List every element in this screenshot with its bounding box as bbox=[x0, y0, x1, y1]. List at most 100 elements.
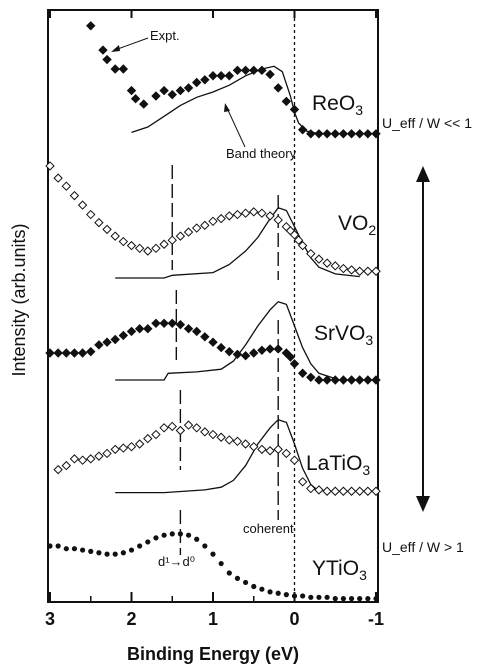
point-latio3 bbox=[53, 464, 63, 475]
point-reo3 bbox=[289, 104, 300, 115]
point-latio3 bbox=[314, 485, 324, 495]
point-vo2 bbox=[151, 243, 161, 254]
point-reo3 bbox=[130, 93, 141, 104]
point-ytio3 bbox=[153, 535, 159, 541]
point-vo2 bbox=[200, 220, 210, 231]
x-tick-label: 1 bbox=[208, 609, 218, 629]
point-ytio3 bbox=[348, 596, 355, 602]
point-latio3 bbox=[134, 439, 145, 449]
point-latio3 bbox=[257, 444, 267, 455]
point-vo2 bbox=[159, 239, 169, 249]
point-srvo3 bbox=[126, 326, 137, 337]
point-reo3 bbox=[273, 83, 283, 93]
point-srvo3 bbox=[143, 323, 153, 334]
point-srvo3 bbox=[371, 375, 381, 385]
point-srvo3 bbox=[322, 375, 332, 385]
point-vo2 bbox=[322, 258, 332, 268]
point-ytio3 bbox=[357, 596, 363, 602]
point-reo3 bbox=[232, 65, 243, 76]
point-reo3 bbox=[191, 77, 202, 88]
annotations: Expt. Band theory coherent d¹→d⁰ bbox=[111, 28, 297, 569]
point-latio3 bbox=[77, 455, 88, 465]
point-vo2 bbox=[45, 161, 55, 171]
point-vo2 bbox=[249, 207, 259, 217]
point-latio3 bbox=[232, 436, 243, 447]
point-ytio3 bbox=[291, 593, 298, 599]
point-srvo3 bbox=[346, 375, 357, 385]
x-tick-label: 3 bbox=[45, 609, 55, 629]
point-srvo3 bbox=[118, 330, 129, 341]
point-reo3 bbox=[346, 129, 357, 139]
point-vo2 bbox=[175, 231, 186, 241]
point-latio3 bbox=[183, 420, 194, 430]
expt-arrowhead-icon bbox=[111, 45, 120, 52]
point-reo3 bbox=[139, 99, 149, 109]
point-ytio3 bbox=[185, 532, 192, 538]
expt-arrow bbox=[114, 37, 149, 51]
y-axis-label: Intensity (arb.units) bbox=[9, 223, 29, 376]
point-reo3 bbox=[216, 71, 226, 81]
point-srvo3 bbox=[159, 318, 169, 329]
point-ytio3 bbox=[332, 596, 338, 602]
point-ytio3 bbox=[120, 550, 126, 556]
point-ytio3 bbox=[340, 596, 346, 602]
point-srvo3 bbox=[224, 346, 235, 357]
point-vo2 bbox=[306, 248, 316, 259]
point-vo2 bbox=[53, 173, 63, 183]
band-theory-arrowhead-icon bbox=[224, 103, 230, 112]
point-reo3 bbox=[314, 129, 324, 139]
point-srvo3 bbox=[265, 344, 275, 354]
point-reo3 bbox=[371, 129, 381, 139]
point-srvo3 bbox=[175, 319, 186, 330]
point-srvo3 bbox=[306, 372, 316, 383]
ueff-bottom-label: U_eff / W > 1 bbox=[382, 539, 464, 555]
point-reo3 bbox=[183, 83, 194, 93]
point-latio3 bbox=[297, 477, 308, 487]
point-reo3 bbox=[167, 89, 177, 100]
point-ytio3 bbox=[324, 594, 330, 600]
point-ytio3 bbox=[300, 593, 306, 599]
point-ytio3 bbox=[373, 596, 379, 602]
point-reo3 bbox=[322, 129, 332, 139]
point-srvo3 bbox=[249, 348, 259, 358]
label-vo2: VO2 bbox=[338, 212, 376, 238]
point-reo3 bbox=[175, 85, 186, 96]
point-srvo3 bbox=[77, 348, 88, 358]
point-vo2 bbox=[94, 217, 104, 228]
point-ytio3 bbox=[251, 583, 257, 590]
point-srvo3 bbox=[45, 348, 55, 358]
point-latio3 bbox=[143, 433, 153, 444]
point-vo2 bbox=[143, 246, 153, 256]
label-reo3: ReO3 bbox=[312, 92, 363, 118]
x-tick-label: 0 bbox=[289, 609, 299, 629]
point-latio3 bbox=[94, 451, 104, 461]
point-srvo3 bbox=[285, 352, 296, 362]
point-vo2 bbox=[216, 213, 226, 224]
theory-curve-srvo3 bbox=[115, 300, 336, 381]
correlation-scale: U_eff / W << 1 U_eff / W > 1 bbox=[382, 115, 472, 555]
point-srvo3 bbox=[53, 348, 63, 358]
point-ytio3 bbox=[88, 548, 94, 555]
point-reo3 bbox=[208, 71, 218, 81]
point-vo2 bbox=[118, 236, 129, 247]
point-ytio3 bbox=[243, 579, 249, 586]
point-srvo3 bbox=[257, 345, 267, 356]
point-vo2 bbox=[208, 216, 218, 227]
point-ytio3 bbox=[218, 560, 224, 567]
point-vo2 bbox=[134, 243, 145, 254]
point-latio3 bbox=[338, 486, 349, 496]
label-srvo3: SrVO3 bbox=[314, 322, 373, 348]
point-ytio3 bbox=[137, 543, 143, 549]
point-vo2 bbox=[61, 181, 72, 191]
point-reo3 bbox=[200, 75, 210, 85]
point-latio3 bbox=[224, 435, 235, 445]
point-srvo3 bbox=[216, 342, 226, 353]
point-latio3 bbox=[354, 486, 365, 496]
point-reo3 bbox=[126, 85, 137, 96]
material-labels: ReO3 VO2 SrVO3 LaTiO3 YTiO3 bbox=[306, 92, 376, 583]
point-srvo3 bbox=[289, 359, 300, 369]
point-reo3 bbox=[363, 129, 373, 139]
point-latio3 bbox=[346, 486, 357, 496]
point-vo2 bbox=[102, 224, 112, 235]
point-ytio3 bbox=[365, 596, 371, 602]
